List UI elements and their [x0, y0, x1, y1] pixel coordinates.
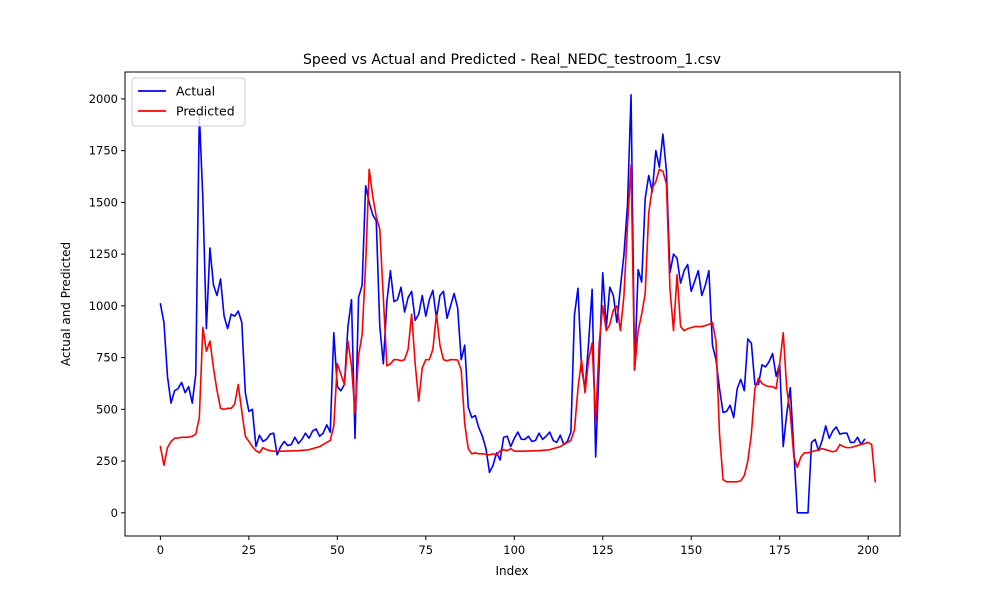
legend: Actual Predicted — [131, 77, 246, 127]
x-tick-label: 0 — [157, 543, 164, 557]
chart-title: Speed vs Actual and Predicted - Real_NED… — [303, 52, 721, 68]
x-axis-label: Index — [495, 564, 528, 578]
series-line-actual — [159, 93, 866, 514]
series-line-predicted — [159, 164, 877, 483]
y-tick-label: 1250 — [89, 247, 118, 261]
y-axis-label: Actual and Predicted — [59, 242, 73, 366]
plot-frame — [124, 71, 901, 537]
y-tick-label: 2000 — [89, 92, 118, 106]
x-tick-label: 200 — [857, 543, 879, 557]
x-tick-label: 50 — [330, 543, 345, 557]
y-tick-label: 750 — [96, 351, 118, 365]
legend-box — [131, 77, 246, 127]
x-tick-label: 150 — [680, 543, 702, 557]
x-tick-label: 25 — [242, 543, 257, 557]
y-tick-label: 1000 — [89, 299, 118, 313]
y-tick-label: 250 — [96, 454, 118, 468]
y-tick-label: 1500 — [89, 195, 118, 209]
legend-label-predicted: Predicted — [176, 104, 235, 119]
x-tick-label: 125 — [592, 543, 614, 557]
x-tick-label: 175 — [769, 543, 791, 557]
y-tick-label: 0 — [111, 506, 118, 520]
x-tick-label: 100 — [503, 543, 525, 557]
y-tick-label: 1750 — [89, 144, 118, 158]
x-tick-label: 75 — [418, 543, 433, 557]
y-tick-label: 500 — [96, 402, 118, 416]
plot-area: 0 25 50 75 100 125 150 175 200025050075010001250… — [89, 71, 901, 557]
legend-label-actual: Actual — [176, 84, 215, 99]
